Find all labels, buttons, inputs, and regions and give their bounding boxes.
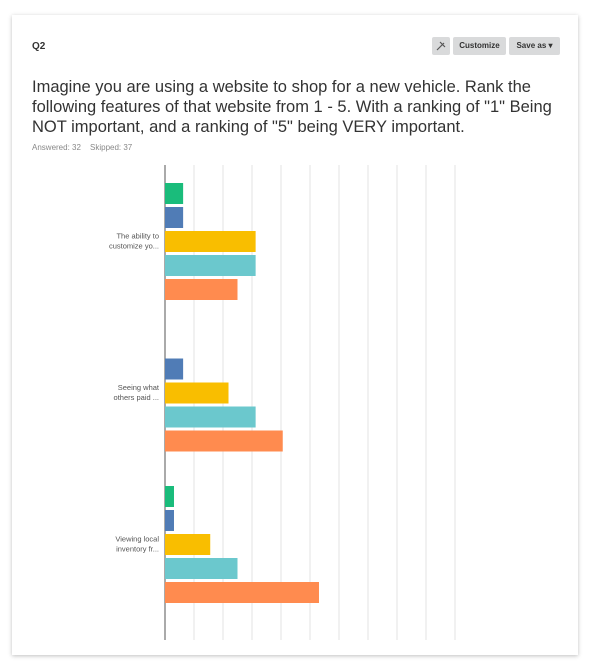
customize-button[interactable]: Customize xyxy=(453,37,506,55)
save-as-label: Save as xyxy=(516,41,547,50)
bar xyxy=(165,358,184,380)
skipped-count: Skipped: 37 xyxy=(90,143,133,152)
bar xyxy=(165,582,319,603)
bar xyxy=(165,430,283,452)
save-as-button[interactable]: Save as ▾ xyxy=(509,37,560,55)
bar xyxy=(165,486,174,507)
question-card: Q2 Customize Save as ▾ Imagine you are u… xyxy=(12,15,578,655)
pin-button[interactable] xyxy=(432,37,450,55)
bar xyxy=(165,183,184,204)
category-label: others paid ... xyxy=(114,393,159,402)
bar xyxy=(165,255,256,276)
answered-count: Answered: 32 xyxy=(32,143,81,152)
category-label: inventory fr... xyxy=(116,544,159,553)
question-text: Imagine you are using a website to shop … xyxy=(32,78,552,136)
category-label: Seeing what xyxy=(118,383,160,392)
bar xyxy=(165,207,184,228)
question-number: Q2 xyxy=(32,41,46,52)
bar xyxy=(165,382,229,404)
bar xyxy=(165,558,238,579)
bar xyxy=(165,279,238,300)
category-label: customize yo... xyxy=(109,241,159,250)
category-label: Viewing local xyxy=(115,534,159,543)
category-label: The ability to xyxy=(116,231,159,240)
bar xyxy=(165,510,174,531)
bar xyxy=(165,534,211,555)
bar xyxy=(165,231,256,252)
bar xyxy=(165,406,256,428)
